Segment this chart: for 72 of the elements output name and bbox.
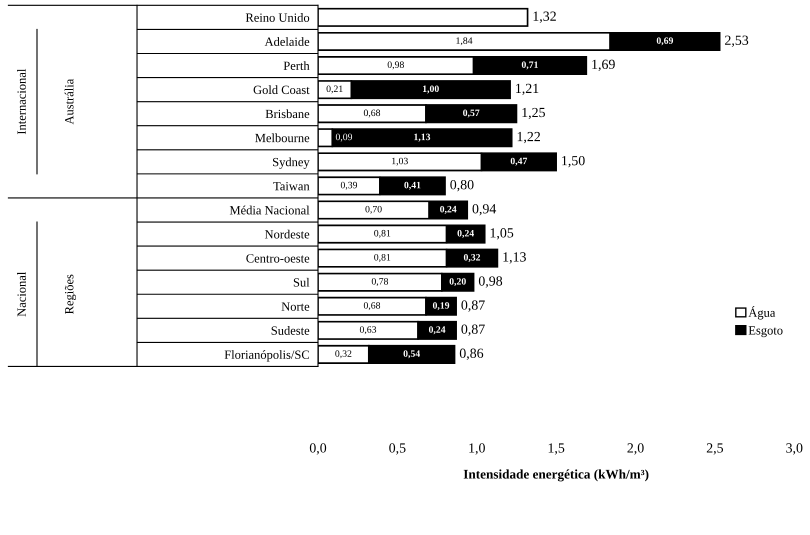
total-label: 0,87 [461, 324, 485, 336]
x-tick-label: 0,0 [310, 443, 326, 455]
total-label: 1,69 [592, 60, 615, 72]
y-tick-label: Brisbane [266, 109, 310, 118]
data-label: 0,47 [510, 158, 528, 166]
data-label: 0,24 [428, 326, 446, 334]
total-label: 0,94 [472, 204, 496, 216]
data-label: 0,81 [374, 230, 390, 238]
total-label: 1,32 [534, 12, 556, 23]
data-label: 1,84 [456, 37, 472, 46]
legend-label: Água [748, 306, 776, 320]
y-tick-label: Reino Unido [246, 13, 310, 22]
y-tick-label: Média Nacional [230, 206, 310, 214]
total-label: 1,25 [522, 108, 545, 120]
total-label: 1,22 [518, 132, 540, 144]
total-label: 1,50 [562, 156, 585, 168]
data-label: 1,13 [414, 134, 430, 142]
y-tick-label: Sul [294, 278, 310, 287]
y-tick-label: Adelaide [264, 37, 310, 46]
text: Regiões [64, 274, 76, 314]
data-label: 0,69 [656, 37, 674, 46]
data-label: 0,21 [326, 85, 343, 94]
x-tick-label: 0,5 [389, 443, 406, 455]
y-tick-label: Perth [284, 61, 310, 70]
y-tick-label: Nordeste [264, 230, 310, 239]
data-label: 0,68 [364, 302, 380, 310]
y-tick-label: Gold Coast [254, 85, 310, 94]
total-label: 1,21 [516, 84, 538, 96]
y-tick-label: Taiwan [273, 182, 310, 190]
y-tick-label: Sydney [273, 158, 310, 169]
x-tick-label: 2,5 [706, 443, 724, 455]
data-label: 0,63 [360, 326, 376, 334]
text: Austrália [64, 78, 74, 124]
data-label: 1,00 [423, 85, 439, 94]
x-axis-title: Intensidade energética (kWh/m³) [464, 469, 648, 482]
data-label: 1,03 [392, 158, 408, 166]
data-label: 0,19 [432, 302, 450, 310]
data-label: 0,78 [372, 278, 388, 286]
total-label: 1,13 [503, 252, 526, 264]
data-label: 0,71 [522, 61, 538, 70]
y-tick-label: Florianópolis/SC [224, 350, 309, 362]
data-label: 0,81 [374, 254, 390, 262]
data-label: 0,32 [335, 350, 352, 358]
text: Nacional [17, 272, 26, 316]
total-label: 0,80 [450, 180, 474, 192]
text: Internacional [17, 68, 26, 134]
x-tick-label: 3,0 [786, 443, 802, 455]
data-label: 0,20 [450, 278, 466, 286]
y-tick-label: Norte [282, 302, 310, 311]
total-label: 2,53 [725, 36, 748, 47]
data-label: 0,39 [340, 182, 358, 190]
y-tick-label: Sudeste [272, 326, 310, 335]
data-label: 0,68 [364, 110, 380, 118]
x-tick-label: 1,5 [548, 443, 564, 455]
total-label: 0,86 [460, 348, 484, 360]
x-tick-label: 1,0 [469, 443, 485, 455]
total-label: 0,87 [461, 300, 485, 312]
data-label: 0,09 [336, 134, 352, 142]
data-label: 0,32 [464, 254, 480, 262]
y-tick-label: Centro-oeste [246, 254, 310, 263]
total-label: 1,05 [490, 228, 514, 240]
data-label: 0,57 [463, 110, 480, 118]
data-label: 0,70 [365, 206, 382, 214]
data-label: 0,41 [404, 182, 420, 190]
total-label: 0,98 [478, 276, 502, 288]
x-tick-label: 2,0 [627, 443, 644, 455]
data-label: 0,24 [458, 230, 474, 238]
data-label: 0,54 [404, 350, 420, 358]
legend-label: Esgoto [748, 326, 783, 338]
data-label: 0,98 [388, 61, 404, 70]
y-tick-label: Melbourne [255, 133, 310, 142]
data-label: 0,24 [440, 206, 457, 214]
